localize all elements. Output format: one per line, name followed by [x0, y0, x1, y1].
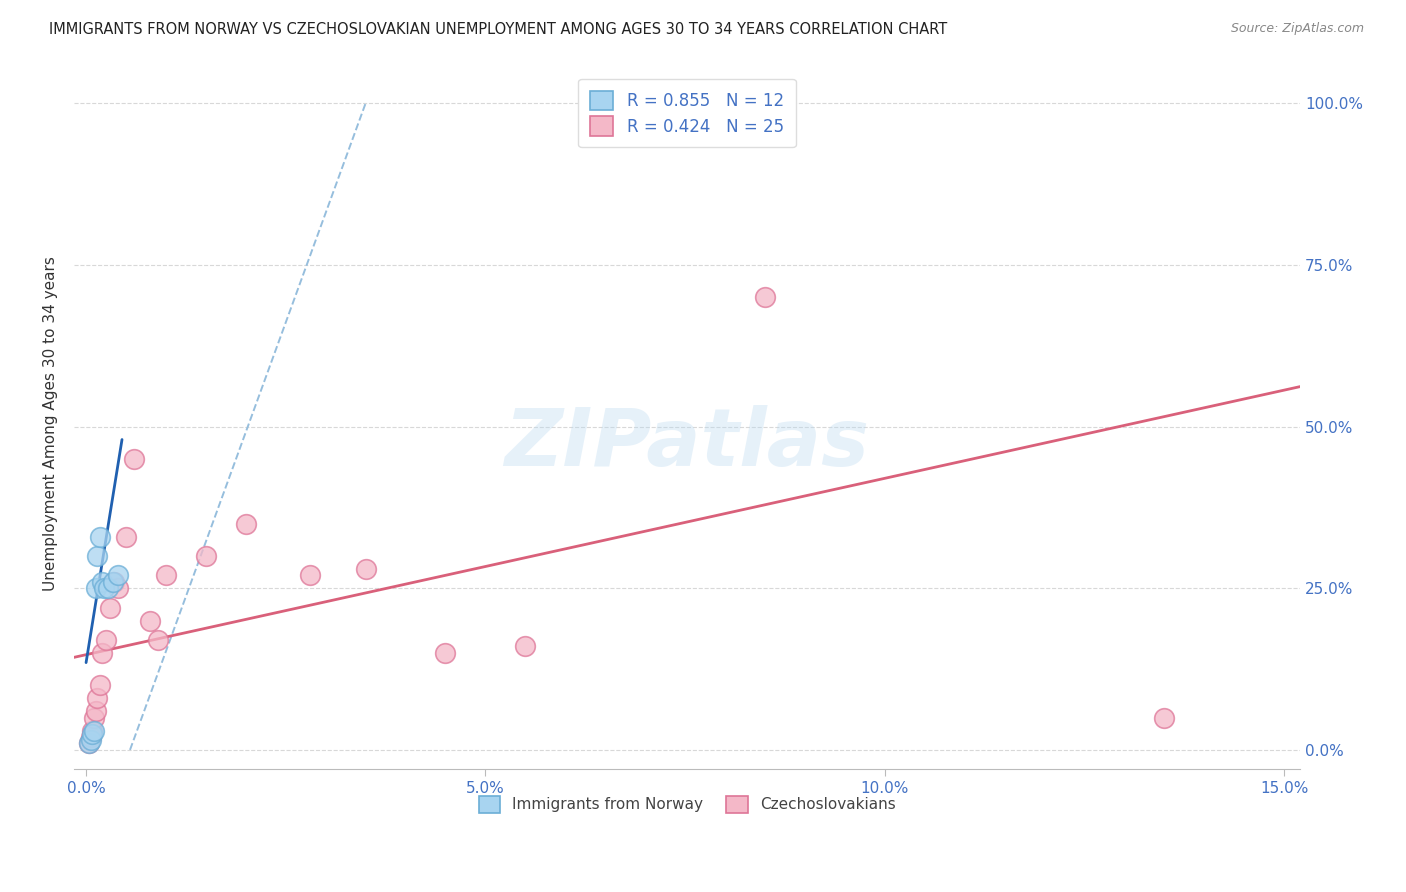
Point [89, 529, 111, 543]
Point [86, 691, 108, 706]
Point [93, 581, 115, 595]
Point [115, 529, 138, 543]
Point [434, 646, 457, 660]
Point [515, 640, 537, 654]
Point [146, 632, 169, 647]
Point [97, 581, 120, 595]
Point [235, 516, 257, 531]
Text: Source: ZipAtlas.com: Source: ZipAtlas.com [1230, 22, 1364, 36]
Point [103, 574, 125, 589]
Point [80, 730, 103, 744]
Point [84, 704, 107, 718]
Point [80, 733, 103, 747]
Point [86, 549, 108, 563]
Point [82, 727, 104, 741]
Point [103, 574, 125, 589]
Point [83, 710, 105, 724]
Point [107, 581, 129, 595]
Legend: Immigrants from Norway, Czechoslovakians: Immigrants from Norway, Czechoslovakians [468, 785, 907, 824]
Point [194, 549, 217, 563]
Text: ZIPatlas: ZIPatlas [505, 405, 869, 483]
Point [89, 678, 111, 692]
Point [77, 736, 100, 750]
Point [83, 723, 105, 738]
Point [107, 568, 129, 582]
Point [354, 562, 377, 576]
Point [754, 290, 776, 304]
Point [298, 568, 321, 582]
Point [98, 600, 121, 615]
Point [1153, 710, 1175, 724]
Point [91, 646, 114, 660]
Point [155, 568, 177, 582]
Point [139, 614, 162, 628]
Point [77, 736, 100, 750]
Point [84, 581, 107, 595]
Y-axis label: Unemployment Among Ages 30 to 34 years: Unemployment Among Ages 30 to 34 years [44, 256, 58, 591]
Text: IMMIGRANTS FROM NORWAY VS CZECHOSLOVAKIAN UNEMPLOYMENT AMONG AGES 30 TO 34 YEARS: IMMIGRANTS FROM NORWAY VS CZECHOSLOVAKIA… [49, 22, 948, 37]
Point [91, 574, 114, 589]
Point [82, 723, 104, 738]
Point [94, 632, 117, 647]
Point [122, 452, 145, 467]
